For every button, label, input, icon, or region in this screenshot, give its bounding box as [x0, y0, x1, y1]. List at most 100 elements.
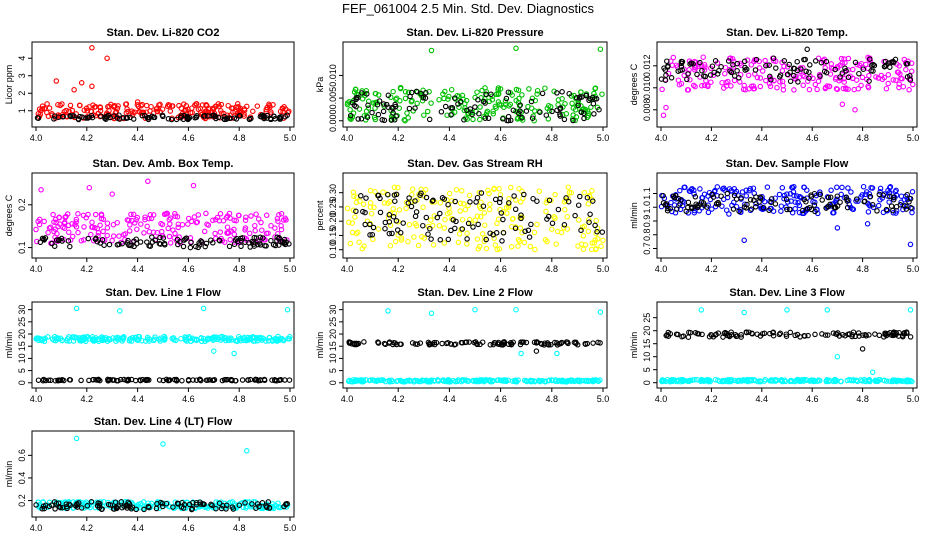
data-point	[495, 85, 502, 91]
data-point	[148, 103, 154, 110]
data-point	[41, 218, 47, 225]
data-point	[122, 237, 128, 243]
data-point	[352, 86, 359, 93]
data-point	[457, 208, 463, 214]
data-point	[225, 102, 231, 109]
data-point	[496, 186, 502, 192]
data-point	[462, 206, 469, 213]
x-tick-label: 4.8	[546, 133, 559, 143]
data-point	[885, 330, 891, 337]
data-point	[374, 101, 381, 108]
plot-frame	[656, 172, 918, 259]
data-point	[759, 68, 766, 74]
data-point	[106, 241, 113, 248]
data-point	[448, 112, 454, 118]
data-point	[867, 56, 873, 62]
data-point	[763, 62, 769, 69]
data-point	[907, 195, 914, 202]
data-point	[126, 228, 133, 234]
data-point	[216, 500, 223, 506]
data-point	[409, 340, 416, 346]
data-point	[408, 98, 415, 105]
data-point	[46, 105, 53, 111]
data-point-outlier	[907, 241, 914, 248]
data-point	[237, 235, 244, 242]
data-point	[89, 336, 96, 342]
data-point-outlier	[428, 310, 435, 317]
data-point	[110, 506, 117, 512]
data-point	[157, 241, 164, 247]
data-point	[805, 332, 811, 339]
data-point-outlier	[852, 107, 858, 113]
data-point-outlier	[804, 46, 810, 53]
data-point	[684, 87, 691, 93]
data-point	[739, 189, 746, 195]
data-point	[386, 230, 393, 237]
data-point	[566, 90, 572, 97]
data-point	[851, 86, 857, 93]
data-point	[544, 340, 551, 346]
data-point-outlier	[73, 435, 80, 442]
data-point	[210, 240, 216, 246]
data-point	[254, 338, 261, 344]
data-point	[871, 62, 878, 69]
data-point	[227, 236, 233, 243]
data-point	[472, 104, 478, 110]
data-point	[720, 377, 726, 384]
data-point	[801, 376, 807, 383]
data-point	[226, 243, 233, 250]
data-point	[143, 102, 150, 109]
data-point	[420, 95, 426, 101]
data-point	[73, 224, 80, 230]
y-tick-label: 0.2	[17, 494, 27, 507]
data-point	[141, 230, 147, 236]
data-point	[823, 69, 830, 76]
data-point	[413, 88, 420, 95]
data-point	[898, 199, 904, 206]
data-point	[792, 206, 798, 212]
x-tick-label: 5.0	[597, 133, 610, 143]
data-point	[688, 60, 695, 66]
data-point	[536, 188, 543, 194]
y-tick-label: 0	[17, 380, 27, 385]
data-point	[400, 220, 406, 226]
x-tick-label: 4.6	[182, 264, 195, 274]
data-point	[549, 226, 555, 232]
data-point	[395, 184, 401, 191]
data-point	[433, 339, 440, 346]
data-point	[493, 105, 499, 111]
data-point	[904, 74, 911, 80]
data-point	[575, 102, 581, 109]
data-point	[286, 377, 293, 383]
data-point	[251, 334, 257, 341]
data-point	[700, 200, 707, 206]
x-tick-label: 4.2	[81, 394, 94, 404]
data-point	[477, 104, 483, 110]
data-point	[705, 83, 711, 90]
data-point	[149, 234, 155, 240]
data-point	[50, 211, 56, 218]
data-point	[179, 377, 185, 384]
data-point	[422, 186, 429, 193]
data-point	[179, 221, 186, 228]
data-point	[584, 340, 591, 347]
data-point	[461, 117, 467, 123]
data-point	[193, 101, 199, 107]
data-point	[269, 377, 275, 383]
data-point	[756, 199, 762, 205]
data-point	[358, 116, 365, 122]
data-point	[220, 503, 226, 509]
data-point	[734, 333, 741, 339]
data-point	[839, 70, 846, 76]
data-point	[593, 96, 600, 102]
data-point	[402, 117, 408, 124]
x-tick-label: 4.8	[856, 264, 869, 274]
data-point	[361, 113, 368, 119]
data-point	[776, 74, 783, 80]
data-point	[434, 214, 441, 221]
data-point	[721, 185, 727, 191]
data-point	[149, 239, 156, 245]
data-point	[473, 199, 479, 205]
data-point	[242, 239, 248, 246]
data-point	[421, 112, 427, 118]
